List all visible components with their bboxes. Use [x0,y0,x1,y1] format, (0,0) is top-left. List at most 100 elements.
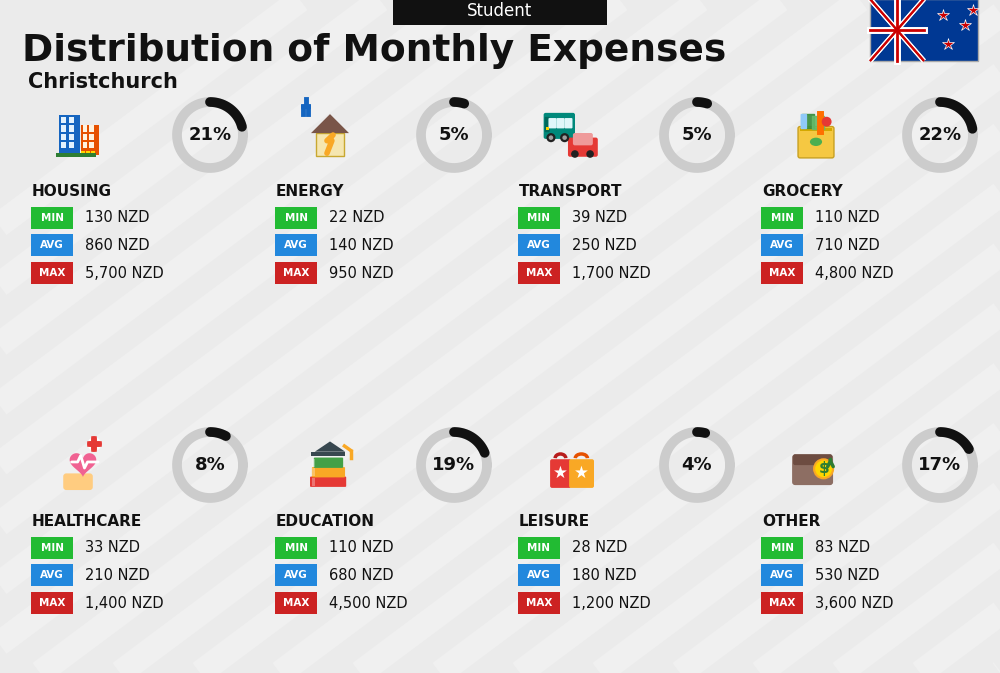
FancyBboxPatch shape [548,118,557,129]
FancyBboxPatch shape [569,459,594,488]
FancyBboxPatch shape [69,125,74,132]
Text: 4,800 NZD: 4,800 NZD [815,266,894,281]
Text: MIN: MIN [528,213,550,223]
FancyBboxPatch shape [89,134,94,140]
Circle shape [546,133,556,142]
Text: Christchurch: Christchurch [28,72,178,92]
Text: MIN: MIN [528,543,550,553]
Text: OTHER: OTHER [762,513,820,528]
FancyBboxPatch shape [89,142,94,148]
FancyBboxPatch shape [61,142,66,148]
FancyBboxPatch shape [56,153,96,157]
Text: GROCERY: GROCERY [762,184,843,199]
Text: MAX: MAX [769,598,795,608]
FancyBboxPatch shape [61,125,66,132]
FancyBboxPatch shape [312,478,315,486]
FancyBboxPatch shape [311,452,345,456]
Text: 950 NZD: 950 NZD [329,266,394,281]
Text: MAX: MAX [39,598,65,608]
Text: MIN: MIN [285,213,308,223]
FancyBboxPatch shape [544,113,575,139]
FancyBboxPatch shape [793,454,832,465]
Text: 140 NZD: 140 NZD [329,238,394,252]
Text: 4%: 4% [682,456,712,474]
FancyBboxPatch shape [89,125,94,132]
Text: AVG: AVG [527,240,551,250]
Text: 28 NZD: 28 NZD [572,540,627,555]
Circle shape [822,116,832,127]
Circle shape [586,150,594,157]
FancyBboxPatch shape [393,0,607,25]
Text: 19%: 19% [432,456,476,474]
FancyBboxPatch shape [310,476,346,487]
FancyBboxPatch shape [801,114,807,129]
FancyBboxPatch shape [792,454,833,485]
Text: 5%: 5% [682,126,712,144]
FancyBboxPatch shape [761,592,803,614]
FancyBboxPatch shape [518,564,560,586]
FancyBboxPatch shape [31,262,73,284]
FancyBboxPatch shape [568,137,598,157]
FancyBboxPatch shape [761,207,803,229]
FancyBboxPatch shape [573,133,593,145]
Circle shape [560,133,569,142]
Text: MIN: MIN [285,543,308,553]
Text: 1,200 NZD: 1,200 NZD [572,596,651,610]
Text: 1,700 NZD: 1,700 NZD [572,266,651,281]
Text: 250 NZD: 250 NZD [572,238,637,252]
FancyBboxPatch shape [800,128,832,131]
FancyBboxPatch shape [69,142,74,148]
Text: 110 NZD: 110 NZD [815,211,880,225]
FancyBboxPatch shape [61,117,66,123]
FancyBboxPatch shape [275,537,317,559]
Text: MIN: MIN [770,213,794,223]
FancyBboxPatch shape [518,234,560,256]
Text: AVG: AVG [770,570,794,580]
FancyBboxPatch shape [316,133,344,156]
Text: HEALTHCARE: HEALTHCARE [32,513,142,528]
Text: 4,500 NZD: 4,500 NZD [329,596,408,610]
Text: 1,400 NZD: 1,400 NZD [85,596,164,610]
FancyBboxPatch shape [83,142,87,148]
FancyBboxPatch shape [564,118,572,129]
Text: 17%: 17% [918,456,962,474]
Text: MIN: MIN [40,543,64,553]
Text: 39 NZD: 39 NZD [572,211,627,225]
Text: AVG: AVG [770,240,794,250]
FancyBboxPatch shape [312,468,315,476]
Text: 5%: 5% [439,126,469,144]
Text: LEISURE: LEISURE [519,513,590,528]
FancyBboxPatch shape [550,459,571,488]
Polygon shape [70,453,96,477]
FancyBboxPatch shape [275,592,317,614]
FancyBboxPatch shape [518,537,560,559]
Text: AVG: AVG [284,240,308,250]
Circle shape [549,135,553,140]
Text: 180 NZD: 180 NZD [572,567,637,583]
Text: MAX: MAX [39,268,65,278]
FancyBboxPatch shape [81,151,85,155]
Circle shape [88,437,101,451]
FancyBboxPatch shape [81,125,99,155]
Text: AVG: AVG [284,570,308,580]
FancyBboxPatch shape [31,564,73,586]
Text: 8%: 8% [195,456,225,474]
Text: TRANSPORT: TRANSPORT [519,184,622,199]
Text: 210 NZD: 210 NZD [85,567,150,583]
FancyBboxPatch shape [275,207,317,229]
FancyBboxPatch shape [761,234,803,256]
Text: HOUSING: HOUSING [32,184,112,199]
FancyBboxPatch shape [761,537,803,559]
Circle shape [814,459,833,479]
Text: 3,600 NZD: 3,600 NZD [815,596,894,610]
Text: 680 NZD: 680 NZD [329,567,394,583]
Text: MAX: MAX [526,268,552,278]
FancyBboxPatch shape [31,537,73,559]
Text: $: $ [818,461,829,476]
Text: 83 NZD: 83 NZD [815,540,870,555]
Text: AVG: AVG [40,240,64,250]
Text: 22 NZD: 22 NZD [329,211,384,225]
FancyBboxPatch shape [314,458,343,468]
FancyBboxPatch shape [546,127,549,131]
FancyBboxPatch shape [83,125,87,132]
